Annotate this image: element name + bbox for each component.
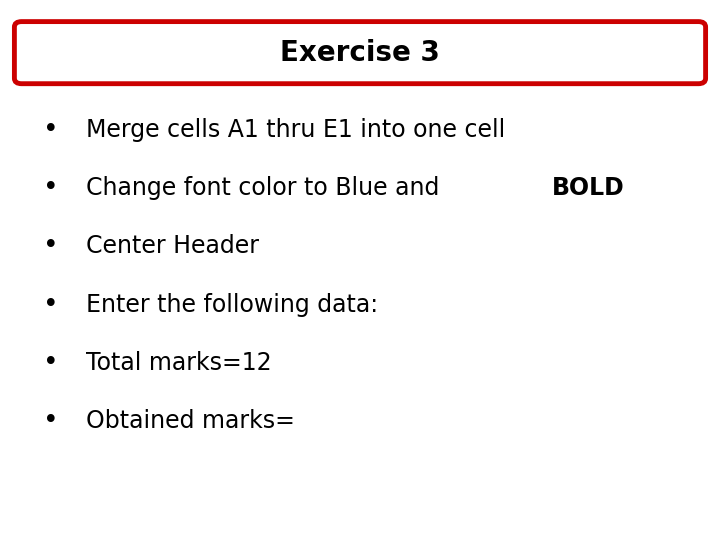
Text: •: • (42, 175, 58, 201)
Text: Change font color to Blue and: Change font color to Blue and (86, 176, 447, 200)
Text: •: • (42, 408, 58, 434)
Text: BOLD: BOLD (552, 176, 625, 200)
Text: •: • (42, 233, 58, 259)
Text: Obtained marks=: Obtained marks= (86, 409, 295, 433)
Text: Merge cells A1 thru E1 into one cell: Merge cells A1 thru E1 into one cell (86, 118, 505, 141)
Text: •: • (42, 350, 58, 376)
Text: Enter the following data:: Enter the following data: (86, 293, 379, 316)
Text: Exercise 3: Exercise 3 (280, 39, 440, 66)
Text: •: • (42, 292, 58, 318)
FancyBboxPatch shape (14, 22, 706, 84)
Text: •: • (42, 117, 58, 143)
Text: Center Header: Center Header (86, 234, 259, 258)
Text: Total marks=12: Total marks=12 (86, 351, 272, 375)
